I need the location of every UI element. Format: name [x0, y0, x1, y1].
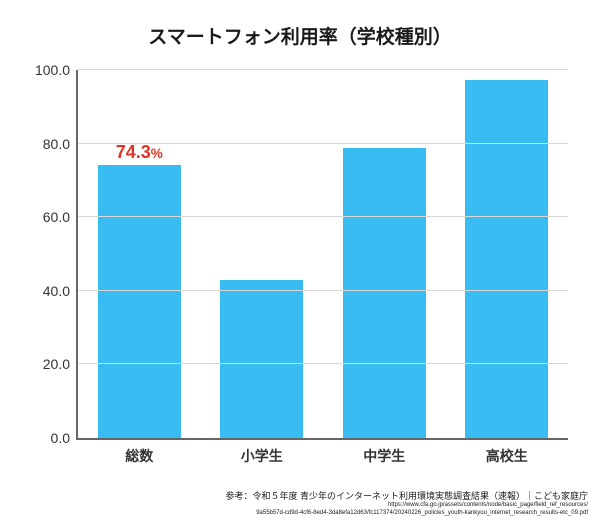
- footnote-line2: https://www.cfa.go.jp/assets/contents/no…: [225, 502, 588, 510]
- x-tick-label: 高校生: [446, 438, 569, 466]
- y-tick-label: 80.0: [43, 136, 78, 152]
- footnote-line3: 9a55b57d-cd9d-4cf6-8ed4-3da8efa12d63/fc1…: [225, 510, 588, 518]
- plot-area: 74.3%総数42.9%小学生78.7%中学生97.4%高校生 0.020.04…: [76, 70, 568, 440]
- bar: [343, 148, 426, 438]
- chart-container: スマートフォン利用率（学校種別） 74.3%総数42.9%小学生78.7%中学生…: [0, 0, 600, 524]
- x-tick-label: 中学生: [323, 438, 446, 466]
- x-tick-label: 総数: [78, 438, 201, 466]
- bar-slot: 42.9%小学生: [201, 70, 324, 438]
- y-tick-label: 20.0: [43, 356, 78, 372]
- x-tick-label: 小学生: [201, 438, 324, 466]
- gridline: [78, 290, 568, 291]
- bar-slot: 78.7%中学生: [323, 70, 446, 438]
- gridline: [78, 143, 568, 144]
- bar-value-label: 97.4%: [446, 57, 569, 78]
- gridline: [78, 363, 568, 364]
- bar-value-label: 74.3%: [78, 142, 201, 163]
- bar-slot: 97.4%高校生: [446, 70, 569, 438]
- gridline: [78, 69, 568, 70]
- chart-title: スマートフォン利用率（学校種別）: [0, 22, 600, 49]
- bar: [220, 280, 303, 438]
- y-tick-label: 100.0: [35, 62, 78, 78]
- footnote-line1: 参考：令和５年度 青少年のインターネット利用環境実態調査結果（速報）｜こども家庭…: [225, 491, 588, 503]
- bar: [98, 165, 181, 438]
- bar: [465, 80, 548, 438]
- bar-slot: 74.3%総数: [78, 70, 201, 438]
- y-tick-label: 40.0: [43, 283, 78, 299]
- y-tick-label: 60.0: [43, 209, 78, 225]
- source-footnote: 参考：令和５年度 青少年のインターネット利用環境実態調査結果（速報）｜こども家庭…: [225, 491, 588, 518]
- bars-group: 74.3%総数42.9%小学生78.7%中学生97.4%高校生: [78, 70, 568, 438]
- y-tick-label: 0.0: [51, 430, 78, 446]
- bar-value-label: 42.9%: [201, 257, 324, 278]
- gridline: [78, 216, 568, 217]
